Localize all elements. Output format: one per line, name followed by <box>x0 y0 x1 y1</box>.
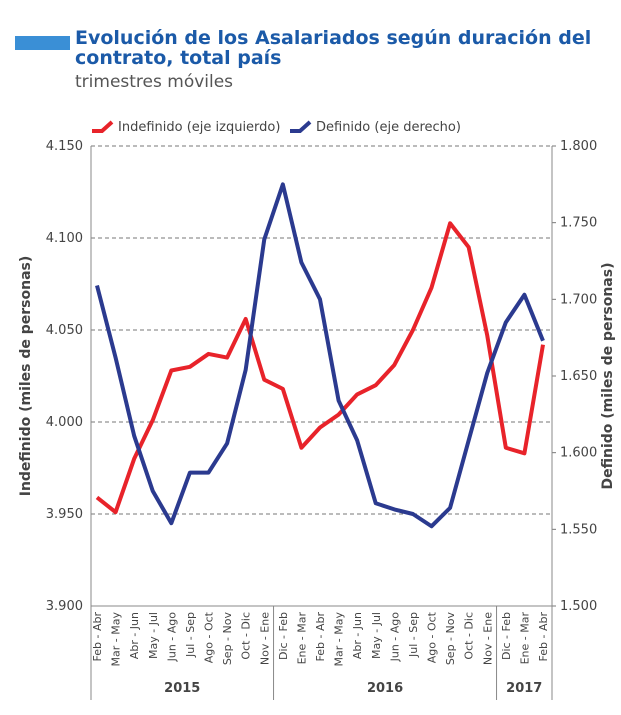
x-tick-label: Ago - Oct <box>203 611 216 663</box>
x-tick-label: Feb - Abr <box>537 612 550 662</box>
x-tick-label: Sep - Nov <box>444 612 457 666</box>
x-tick-label: Sep - Nov <box>221 612 234 666</box>
y-tick-label: 4.000 <box>46 415 83 430</box>
header-icon <box>15 36 70 50</box>
y-tick-label: 3.950 <box>46 507 83 522</box>
y-tick-label: 4.050 <box>46 323 83 338</box>
year-label: 2015 <box>164 681 200 696</box>
x-tick-label: Mar - May <box>333 612 346 667</box>
x-tick-label: Feb - Abr <box>314 612 327 662</box>
x-tick-label: Mar - May <box>110 612 123 667</box>
y-tick-label: 3.900 <box>46 599 83 614</box>
x-tick-label: Abr - Jun <box>128 612 141 659</box>
x-tick-label: Ago - Oct <box>426 611 439 663</box>
x-tick-label: Jun - Ago <box>165 612 178 663</box>
x-tick-label: May - Jul <box>147 612 160 659</box>
x-tick-label: Ene - Mar <box>295 612 308 665</box>
legend-swatch <box>290 120 312 133</box>
y2-tick-label: 1.650 <box>560 369 597 384</box>
series-line <box>95 221 545 515</box>
x-tick-label: Nov - Ene <box>258 612 271 665</box>
y-axis-title: Indefinido (miles de personas) <box>18 256 34 497</box>
y-tick-label: 4.100 <box>46 231 83 246</box>
series-line <box>95 182 545 529</box>
x-tick-label: Jul - Sep <box>407 612 420 658</box>
x-tick-label: Dic - Feb <box>500 612 513 660</box>
x-tick-label: Oct - Dic <box>240 612 253 660</box>
y2-tick-label: 1.600 <box>560 446 597 461</box>
y2-axis-title: Definido (miles de personas) <box>600 263 616 490</box>
year-label: 2016 <box>367 681 403 696</box>
y2-tick-label: 1.550 <box>560 522 597 537</box>
y2-tick-label: 1.700 <box>560 292 597 307</box>
chart-title: Evolución de los Asalariados según durac… <box>75 27 592 69</box>
x-tick-label: Oct - Dic <box>463 612 476 660</box>
chart-subtitle: trimestres móviles <box>75 72 234 92</box>
legend-label: Definido (eje derecho) <box>316 120 461 135</box>
y-tick-label: 4.150 <box>46 139 83 154</box>
legend-swatch <box>92 120 114 133</box>
x-tick-label: Dic - Feb <box>277 612 290 660</box>
legend-label: Indefinido (eje izquierdo) <box>118 120 280 135</box>
y2-tick-label: 1.750 <box>560 216 597 231</box>
x-tick-label: May - Jul <box>370 612 383 659</box>
x-tick-label: Jun - Ago <box>388 612 401 663</box>
x-tick-label: Jul - Sep <box>184 612 197 658</box>
y2-tick-label: 1.800 <box>560 139 597 154</box>
x-tick-label: Abr - Jun <box>351 612 364 659</box>
x-tick-label: Ene - Mar <box>518 612 531 665</box>
x-tick-label: Nov - Ene <box>481 612 494 665</box>
y2-tick-label: 1.500 <box>560 599 597 614</box>
year-label: 2017 <box>506 681 542 696</box>
x-tick-label: Feb - Abr <box>91 612 104 662</box>
